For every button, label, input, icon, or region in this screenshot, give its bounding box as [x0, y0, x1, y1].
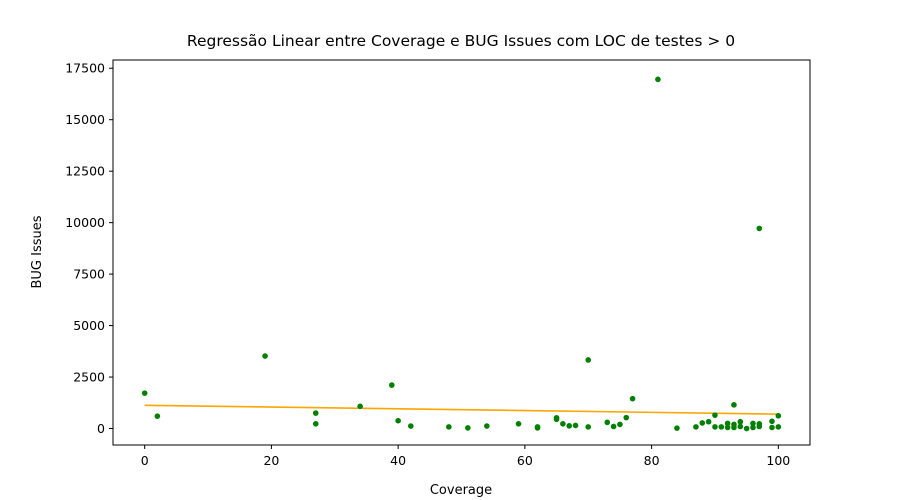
y-tick-label: 15000 — [65, 112, 105, 127]
data-point — [769, 424, 775, 431]
data-point — [737, 423, 744, 430]
data-point — [357, 403, 363, 410]
data-point — [712, 424, 718, 430]
x-tick-label: 80 — [644, 453, 660, 468]
data-point — [395, 417, 401, 424]
data-point — [731, 402, 737, 408]
data-point — [737, 418, 744, 425]
data-point — [312, 420, 319, 427]
data-point — [623, 414, 630, 421]
data-point — [750, 424, 756, 431]
data-point — [718, 424, 725, 430]
data-point — [572, 422, 579, 429]
x-tick-label: 60 — [517, 453, 533, 468]
x-tick-label: 0 — [141, 453, 149, 468]
data-point — [743, 425, 750, 432]
chart-title: Regressão Linear entre Coverage e BUG Is… — [187, 32, 735, 50]
data-point — [515, 420, 522, 427]
points-layer — [141, 76, 782, 432]
data-point — [724, 420, 731, 427]
data-point — [769, 418, 775, 425]
data-point — [553, 415, 560, 421]
x-tick-label: 20 — [263, 453, 279, 468]
data-point — [408, 423, 414, 429]
data-point — [610, 423, 617, 430]
data-point — [724, 424, 731, 431]
data-point — [585, 357, 592, 363]
data-point — [534, 425, 541, 431]
regression-layer — [144, 404, 779, 415]
data-point — [465, 425, 471, 431]
y-tick-label: 17500 — [65, 61, 105, 76]
data-point — [484, 423, 490, 429]
y-tick-label: 7500 — [73, 267, 105, 282]
y-tick-label: 10000 — [65, 215, 105, 230]
y-tick-label: 2500 — [73, 370, 105, 385]
data-point — [312, 410, 319, 416]
data-point — [775, 424, 782, 430]
data-point — [655, 76, 661, 83]
y-tick-label: 12500 — [65, 164, 105, 179]
data-point — [629, 395, 636, 402]
data-point — [756, 225, 763, 232]
y-tick-label: 5000 — [73, 318, 105, 333]
data-point — [712, 412, 718, 418]
data-point — [446, 424, 452, 430]
regression-line — [144, 404, 779, 415]
data-point — [617, 421, 623, 428]
y-axis: 0 2500 5000 7500 10000 12500 15000 17500 — [65, 61, 113, 436]
x-axis: 0 20 40 60 80 100 — [141, 445, 790, 468]
data-point — [604, 419, 611, 426]
data-point — [585, 424, 592, 430]
data-point — [141, 390, 148, 396]
y-axis-label: BUG Issues — [30, 215, 45, 288]
x-axis-label: Coverage — [430, 483, 492, 498]
data-point — [154, 413, 161, 419]
x-tick-label: 100 — [766, 453, 790, 468]
data-point — [750, 420, 756, 427]
x-tick-label: 40 — [390, 453, 406, 468]
y-tick-label: 0 — [97, 421, 105, 436]
data-point — [693, 424, 699, 430]
data-point — [705, 418, 712, 425]
data-point — [262, 353, 268, 359]
data-point — [389, 382, 395, 388]
data-point — [674, 425, 680, 431]
data-point — [699, 420, 706, 426]
plot-frame — [112, 59, 811, 446]
data-point — [775, 412, 782, 419]
data-point — [566, 423, 573, 429]
data-point — [560, 420, 566, 427]
data-point — [756, 423, 763, 430]
data-point — [731, 424, 737, 431]
